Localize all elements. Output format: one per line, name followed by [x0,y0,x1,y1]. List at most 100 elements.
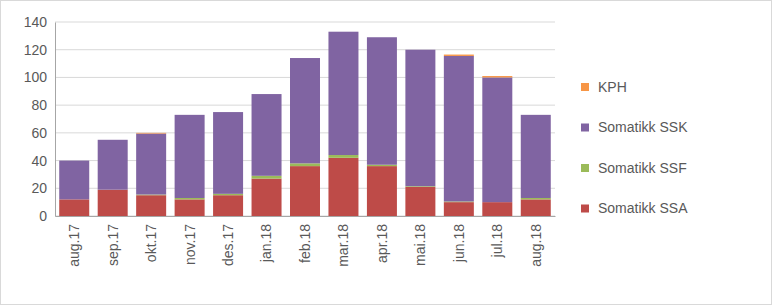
tick: 0 [39,208,55,224]
bar [367,165,397,166]
tick: 120 [24,42,55,58]
x-axis: aug.17 sep.17 okt.17 nov.17 des.17 jan.18 feb.… [56,216,556,267]
bar [175,198,205,199]
bar [290,58,320,59]
bar [482,76,512,77]
bar [98,190,128,216]
tick-label: 0 [39,208,47,224]
legend-label: KPH [598,79,627,95]
bar [328,31,358,32]
tick: jun.18 [451,216,467,263]
tick: 60 [31,125,55,141]
bar [136,132,166,134]
bar [367,166,397,216]
bar [482,202,512,216]
tick: okt.17 [143,216,159,262]
tick-label: feb.18 [297,224,313,263]
bar [444,55,474,56]
grid-line [55,22,555,23]
tick: mar.18 [335,216,351,267]
axis-line [55,23,56,217]
legend-label: Somatikk SSF [598,160,687,176]
bar [136,195,166,216]
tick-label: mar.18 [335,224,351,267]
bar [175,199,205,216]
series [136,55,512,134]
legend-label: Somatikk SSA [598,200,688,216]
tick-label: jan.18 [258,224,274,263]
grid [55,22,555,216]
bar [213,112,243,113]
bar [59,199,89,216]
bar [213,112,243,194]
tick-label: 40 [31,153,47,169]
tick-label: okt.17 [143,224,159,262]
legend-item: KPH [581,79,627,95]
tick-label: 100 [24,69,48,85]
tick: 100 [24,69,55,85]
axis-line [56,216,556,217]
legend-item: Somatikk SSK [581,119,688,135]
bar [328,32,358,155]
tick-label: mai.18 [412,224,428,266]
grid-line [55,49,555,50]
bar [252,179,282,216]
tick-label: nov.17 [182,224,198,265]
bar [290,166,320,216]
bar [405,50,435,186]
bar [328,158,358,216]
bar [136,134,166,195]
tick: 140 [24,14,55,30]
chart-border [1,1,772,305]
tick: mai.18 [412,216,428,266]
bar [521,114,551,115]
tick: nov.17 [182,216,198,265]
tick: aug.18 [528,216,544,267]
bar [405,187,435,216]
legend-item: Somatikk SSF [581,160,687,176]
bar [405,49,435,50]
bar [367,37,397,164]
tick-label: apr.18 [374,224,390,263]
tick-label: 80 [31,97,47,113]
bar [98,140,128,190]
bar [482,77,512,202]
bar [59,160,89,161]
chart: 0 20 40 60 80 100 120 140 aug.17 sep.17 okt.17 nov.… [0,0,772,305]
legend-swatch [581,205,589,213]
series [59,32,551,202]
bar [521,115,551,198]
bar [521,198,551,199]
tick: des.17 [220,216,236,266]
bar [59,161,89,200]
tick-label: aug.18 [528,224,544,267]
bar [521,199,551,216]
tick-label: 20 [31,180,47,196]
legend-swatch [581,124,589,132]
tick-label: jul.18 [489,224,505,259]
tick-label: jun.18 [451,224,467,263]
bar [213,195,243,216]
legend: KPH Somatikk SSK Somatikk SSF Somatikk SSA [581,79,688,217]
bar [252,94,282,176]
bars [59,32,551,216]
tick-label: aug.17 [66,224,82,267]
bar [252,176,282,179]
tick: jan.18 [258,216,274,263]
legend-label: Somatikk SSK [598,119,688,135]
tick: feb.18 [297,216,313,263]
tick: sep.17 [105,216,121,266]
bar [290,58,320,163]
bar [213,194,243,195]
legend-item: Somatikk SSA [581,200,688,216]
tick: 40 [31,153,55,169]
tick: 80 [31,97,55,113]
legend-swatch [581,83,589,91]
tick-label: 140 [24,14,48,30]
series [59,158,551,216]
tick-label: 60 [31,125,47,141]
bar [175,115,205,198]
bar [444,56,474,202]
bar [290,163,320,166]
tick: apr.18 [374,216,390,263]
